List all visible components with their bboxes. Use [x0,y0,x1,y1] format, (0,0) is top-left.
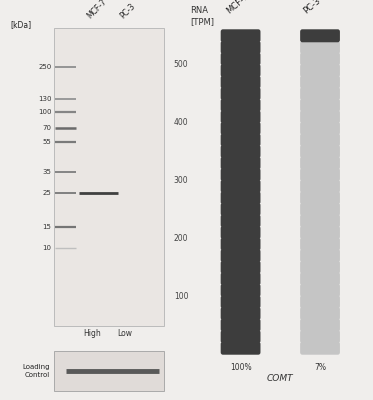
Text: 250: 250 [38,64,51,70]
Text: [TPM]: [TPM] [190,17,214,26]
FancyBboxPatch shape [300,238,340,250]
FancyBboxPatch shape [221,261,260,274]
Text: 400: 400 [174,118,188,127]
FancyBboxPatch shape [221,203,260,216]
FancyBboxPatch shape [221,238,260,250]
Text: PC-3: PC-3 [301,0,322,15]
FancyBboxPatch shape [221,99,260,112]
FancyBboxPatch shape [300,99,340,112]
FancyBboxPatch shape [221,134,260,146]
FancyBboxPatch shape [300,296,340,308]
FancyBboxPatch shape [221,180,260,193]
Text: RNA: RNA [190,6,208,15]
FancyBboxPatch shape [221,76,260,88]
Text: 35: 35 [43,169,51,175]
FancyBboxPatch shape [300,284,340,297]
FancyBboxPatch shape [221,191,260,204]
FancyBboxPatch shape [221,284,260,297]
Text: 100: 100 [174,292,188,301]
Text: 10: 10 [43,245,51,251]
FancyBboxPatch shape [221,296,260,308]
FancyBboxPatch shape [221,52,260,66]
Text: 55: 55 [43,139,51,145]
Text: [kDa]: [kDa] [10,20,32,29]
FancyBboxPatch shape [300,87,340,100]
FancyBboxPatch shape [300,214,340,228]
Text: 500: 500 [174,60,188,69]
FancyBboxPatch shape [221,168,260,181]
FancyBboxPatch shape [300,342,340,355]
Text: High: High [84,329,101,338]
Text: 100%: 100% [230,363,251,372]
Text: 7%: 7% [314,363,326,372]
Text: 200: 200 [174,234,188,243]
FancyBboxPatch shape [300,191,340,204]
FancyBboxPatch shape [221,272,260,285]
FancyBboxPatch shape [300,134,340,146]
Text: PC-3: PC-3 [119,2,137,21]
FancyBboxPatch shape [221,41,260,54]
Text: 15: 15 [43,224,51,230]
Text: 100: 100 [38,109,51,115]
FancyBboxPatch shape [221,307,260,320]
FancyBboxPatch shape [300,41,340,54]
FancyBboxPatch shape [221,29,260,42]
FancyBboxPatch shape [221,122,260,135]
FancyBboxPatch shape [300,122,340,135]
FancyBboxPatch shape [221,145,260,158]
Text: 25: 25 [43,190,51,196]
Text: COMT: COMT [266,374,293,383]
FancyBboxPatch shape [221,342,260,355]
FancyBboxPatch shape [221,214,260,228]
FancyBboxPatch shape [300,226,340,239]
FancyBboxPatch shape [300,110,340,123]
Text: MCF-7: MCF-7 [224,0,250,15]
FancyBboxPatch shape [300,272,340,285]
FancyBboxPatch shape [300,330,340,343]
FancyBboxPatch shape [300,168,340,181]
FancyBboxPatch shape [300,156,340,170]
FancyBboxPatch shape [300,29,340,42]
FancyBboxPatch shape [221,110,260,123]
Text: 70: 70 [43,125,51,131]
FancyBboxPatch shape [221,249,260,262]
FancyBboxPatch shape [300,261,340,274]
FancyBboxPatch shape [54,28,164,326]
FancyBboxPatch shape [300,145,340,158]
Text: 300: 300 [174,176,188,185]
FancyBboxPatch shape [221,318,260,332]
Text: Loading
Control: Loading Control [22,364,50,378]
FancyBboxPatch shape [300,249,340,262]
FancyBboxPatch shape [300,64,340,77]
FancyBboxPatch shape [300,76,340,88]
FancyBboxPatch shape [221,156,260,170]
FancyBboxPatch shape [300,307,340,320]
Text: 130: 130 [38,96,51,102]
FancyBboxPatch shape [54,351,164,391]
FancyBboxPatch shape [221,330,260,343]
FancyBboxPatch shape [221,64,260,77]
FancyBboxPatch shape [300,52,340,66]
FancyBboxPatch shape [221,226,260,239]
FancyBboxPatch shape [300,180,340,193]
FancyBboxPatch shape [221,87,260,100]
FancyBboxPatch shape [300,318,340,332]
Text: MCF-7: MCF-7 [85,0,108,21]
Text: Low: Low [117,329,132,338]
FancyBboxPatch shape [300,203,340,216]
